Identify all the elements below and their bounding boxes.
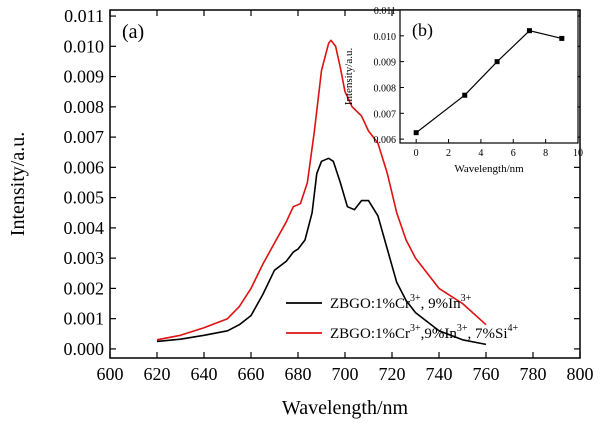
y-tick-label: 0.009	[64, 67, 105, 87]
series-line-1	[156, 39, 487, 341]
y-tick-label: 0.011	[64, 6, 104, 26]
y-tick-label: 0.002	[64, 278, 105, 298]
y-tick-label: 0.003	[64, 248, 105, 268]
y-tick-label: 0.004	[64, 218, 105, 238]
x-tick-label: 700	[332, 364, 359, 384]
y-tick-label: 0.010	[64, 36, 105, 56]
inset-y-tick-label: 0.011	[374, 6, 396, 17]
x-tick-label: 760	[473, 364, 500, 384]
series-line-0	[156, 157, 487, 346]
inset-plot-frame	[399, 9, 579, 144]
y-tick-label: 0.008	[64, 97, 105, 117]
inset-data-point	[462, 92, 468, 98]
legend-entry-1: ZBGO:1%Cr3+,9%In3+, 7%Si4+	[330, 323, 519, 342]
inset-data-point	[526, 28, 532, 34]
y-tick-label: 0.001	[64, 309, 105, 329]
legend-text-part: ZBGO:1%Cr	[330, 296, 410, 312]
inset-data-point	[559, 35, 565, 41]
inset-x-tick-label: 10	[573, 148, 583, 159]
inset-x-tick-label: 0	[414, 148, 419, 159]
inset-x-tick-label: 2	[446, 148, 451, 159]
legend-text-part: ,9%In	[421, 326, 458, 342]
panel-label-b: (b)	[412, 20, 433, 41]
y-tick-label: 0.007	[64, 127, 105, 147]
x-tick-label: 640	[191, 364, 218, 384]
inset-x-tick-label: 8	[543, 148, 548, 159]
legend-superscript: 3+	[461, 293, 472, 304]
x-tick-label: 800	[567, 364, 594, 384]
inset-y-axis-title: Intensity/a.u.	[343, 48, 355, 106]
legend-superscript: 3+	[457, 323, 468, 334]
x-axis-title: Wavelength/nm	[282, 397, 409, 419]
inset-y-tick-label: 0.008	[374, 83, 397, 94]
x-tick-label: 740	[426, 364, 453, 384]
x-tick-label: 600	[97, 364, 124, 384]
inset-y-tick-label: 0.007	[374, 109, 397, 120]
inset-data-point	[494, 59, 500, 65]
legend-text-part: , 7%Si	[468, 326, 508, 342]
x-tick-label: 620	[144, 364, 171, 384]
x-tick-label: 660	[238, 364, 265, 384]
inset-y-tick-label: 0.006	[374, 135, 397, 146]
inset-x-axis-title: Wavelength/nm	[454, 163, 524, 175]
legend-superscript: 3+	[410, 293, 421, 304]
y-tick-label: 0.000	[64, 339, 105, 359]
panel-label-a: (a)	[122, 21, 144, 43]
inset-data-point	[413, 130, 419, 136]
inset-y-tick-label: 0.010	[374, 32, 397, 43]
legend-text-part: , 9%In	[421, 296, 461, 312]
y-tick-label: 0.006	[64, 157, 105, 177]
legend-superscript: 4+	[508, 323, 519, 334]
y-tick-label: 0.005	[64, 188, 105, 208]
inset-x-tick-label: 6	[511, 148, 516, 159]
legend-text-part: ZBGO:1%Cr	[330, 326, 410, 342]
x-tick-label: 720	[379, 364, 406, 384]
inset-y-tick-label: 0.009	[374, 58, 397, 69]
x-tick-label: 680	[285, 364, 312, 384]
inset-x-tick-label: 4	[478, 148, 483, 159]
legend-superscript: 3+	[410, 323, 421, 334]
x-tick-label: 780	[520, 364, 547, 384]
legend-entry-0: ZBGO:1%Cr3+, 9%In3+	[330, 293, 472, 312]
y-axis-title: Intensity/a.u.	[7, 132, 29, 236]
